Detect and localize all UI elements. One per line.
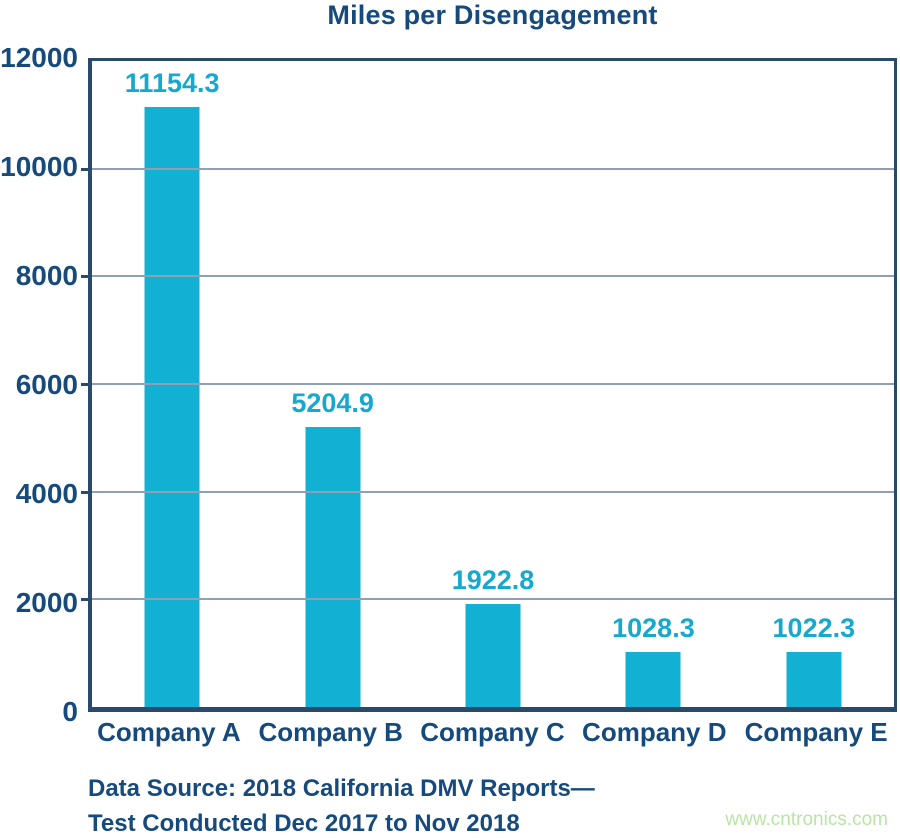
- y-tick-label: 2000: [15, 587, 78, 618]
- bar-value-label: 1022.3: [772, 612, 856, 643]
- bar: [305, 426, 361, 707]
- bar-value-label: 5204.9: [291, 387, 374, 418]
- gridline: [92, 383, 894, 385]
- y-tick-label: 6000: [15, 369, 78, 400]
- bar: [465, 603, 521, 707]
- y-axis-labels: 0 2000 4000 6000 8000 10000 12000: [0, 42, 78, 727]
- data-source-line1: Data Source: 2018 California DMV Reports…: [88, 775, 595, 802]
- bar-value-label: 11154.3: [124, 67, 220, 98]
- bar: [625, 651, 681, 707]
- bar-slot: 1028.3: [573, 61, 733, 707]
- data-source-line2: Test Conducted Dec 2017 to Nov 2018: [88, 810, 520, 837]
- bar: [144, 106, 200, 707]
- x-tick-label: Company D: [582, 717, 727, 747]
- bar-slot: 11154.3: [92, 61, 252, 707]
- x-axis-labels: Company A Company B Company C Company D Comp…: [88, 717, 897, 748]
- y-axis-tick: [81, 490, 92, 494]
- y-tick-label: 8000: [15, 260, 78, 291]
- bar: [786, 651, 842, 707]
- x-tick-label: Company B: [258, 717, 403, 747]
- y-tick-label: 0: [62, 696, 78, 727]
- gridline: [92, 490, 894, 493]
- gridline: [92, 275, 894, 278]
- x-tick-label: Company C: [420, 717, 565, 747]
- x-tick-label: Company A: [97, 717, 241, 747]
- bar-value-label: 1028.3: [612, 612, 695, 643]
- bar-slot: 1922.8: [413, 61, 573, 707]
- watermark: www.cntronics.com: [725, 809, 888, 830]
- chart-title: Miles per Disengagement: [327, 0, 658, 30]
- y-axis-tick: [81, 167, 92, 171]
- y-axis-tick: [81, 598, 92, 602]
- bar-value-label: 1922.8: [451, 564, 535, 595]
- x-tick-label: Company E: [744, 717, 888, 747]
- bar-slot: 1022.3: [734, 61, 894, 707]
- y-axis-tick: [81, 275, 92, 279]
- data-source-note: Data Source: 2018 California DMV Reports…: [88, 771, 595, 839]
- gridline: [92, 167, 894, 170]
- bar-series: 11154.3 5204.9 1922.8 1028.3 1022.3: [92, 61, 894, 707]
- plot-area: 11154.3 5204.9 1922.8 1028.3 1022.3: [81, 58, 897, 712]
- bar-slot: 5204.9: [252, 61, 412, 707]
- gridline: [92, 598, 894, 601]
- y-tick-label: 4000: [15, 478, 78, 509]
- y-tick-label: 12000: [0, 42, 78, 73]
- y-tick-label: 10000: [0, 151, 78, 182]
- y-axis-tick: [81, 383, 92, 386]
